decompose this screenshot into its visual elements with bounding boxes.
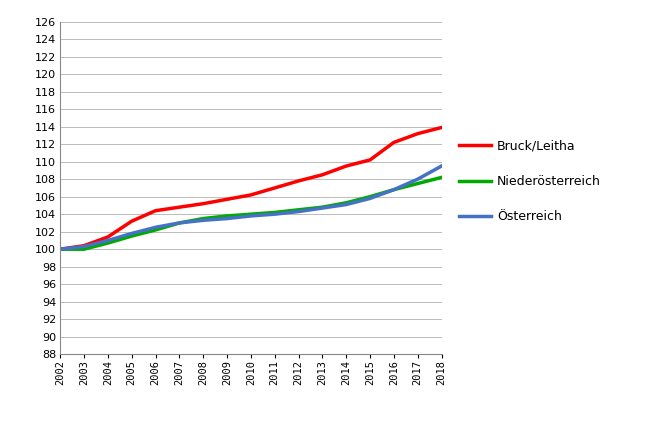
Legend: Bruck/Leitha, Niederösterreich, Österreich: Bruck/Leitha, Niederösterreich, Österrei… bbox=[454, 134, 606, 229]
